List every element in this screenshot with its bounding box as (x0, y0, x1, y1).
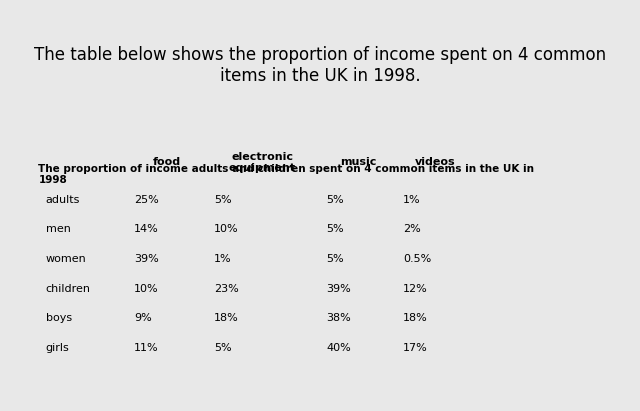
Text: 39%: 39% (326, 284, 351, 293)
Text: 10%: 10% (214, 224, 239, 234)
Text: music: music (340, 157, 376, 167)
Text: 14%: 14% (134, 224, 159, 234)
Text: 17%: 17% (403, 343, 428, 353)
Text: 5%: 5% (214, 195, 232, 205)
Text: men: men (45, 224, 70, 234)
Text: food: food (152, 157, 180, 167)
Text: 10%: 10% (134, 284, 159, 293)
Text: The table below shows the proportion of income spent on 4 common
items in the UK: The table below shows the proportion of … (34, 46, 606, 85)
Text: 5%: 5% (326, 254, 344, 264)
Text: women: women (45, 254, 86, 264)
Text: 11%: 11% (134, 343, 159, 353)
Text: 1%: 1% (214, 254, 232, 264)
Text: 12%: 12% (403, 284, 428, 293)
Text: electronic
equipment: electronic equipment (229, 152, 296, 173)
Text: girls: girls (45, 343, 69, 353)
Text: 5%: 5% (326, 195, 344, 205)
Text: 2%: 2% (403, 224, 420, 234)
Text: videos: videos (415, 157, 456, 167)
Text: 5%: 5% (214, 343, 232, 353)
Text: 5%: 5% (326, 224, 344, 234)
Text: 38%: 38% (326, 313, 351, 323)
Text: 18%: 18% (403, 313, 428, 323)
Text: 18%: 18% (214, 313, 239, 323)
Text: 39%: 39% (134, 254, 159, 264)
Text: The proportion of income adults and children spent on 4 common items in the UK i: The proportion of income adults and chil… (38, 164, 534, 185)
Text: 1%: 1% (403, 195, 420, 205)
Text: adults: adults (45, 195, 80, 205)
Text: children: children (45, 284, 91, 293)
Text: 25%: 25% (134, 195, 159, 205)
Text: 40%: 40% (326, 343, 351, 353)
Text: 0.5%: 0.5% (403, 254, 431, 264)
Text: boys: boys (45, 313, 72, 323)
Text: 9%: 9% (134, 313, 152, 323)
Text: 23%: 23% (214, 284, 239, 293)
